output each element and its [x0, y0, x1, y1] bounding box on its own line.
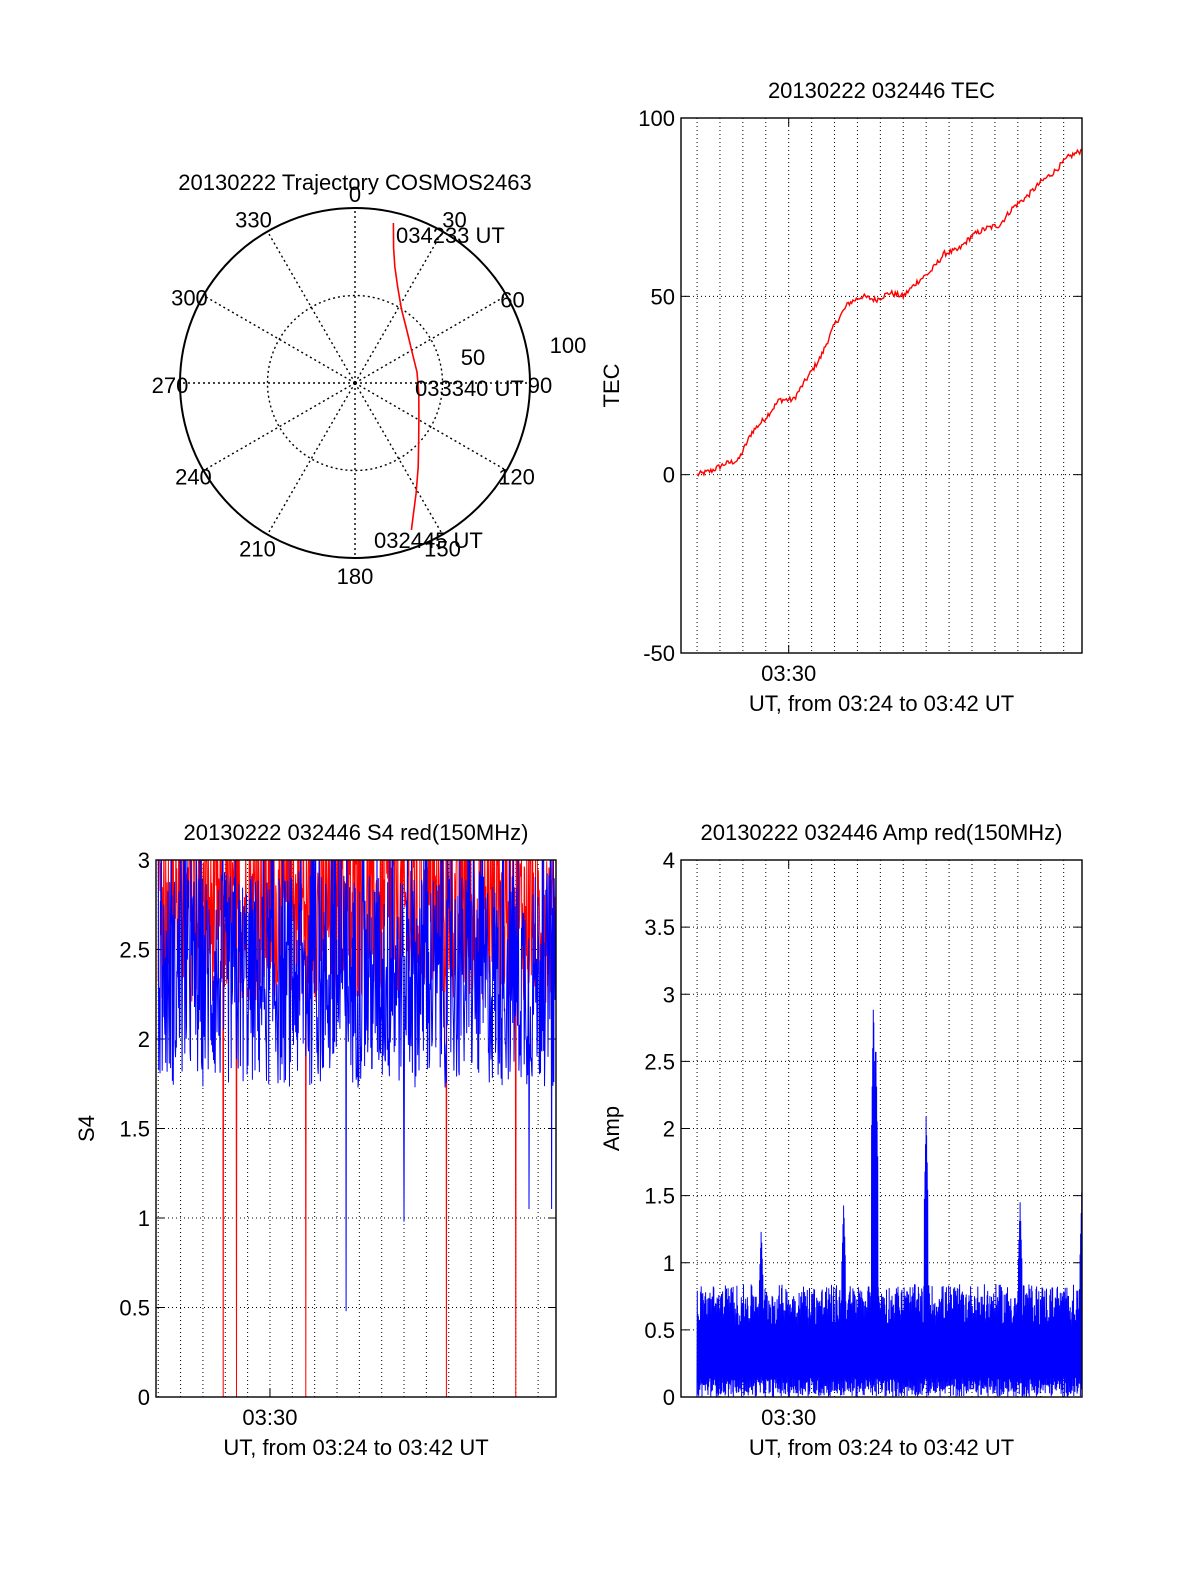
- y-tick-label: 4: [663, 848, 675, 873]
- polar-spoke: [203, 382, 356, 472]
- polar-spoke: [354, 294, 507, 384]
- azimuth-label: 330: [235, 207, 272, 232]
- radial-label-100: 100: [550, 333, 587, 358]
- y-tick-label: 2.5: [644, 1049, 675, 1074]
- trajectory-line: [392, 222, 420, 531]
- polar-spoke: [203, 294, 356, 384]
- chart-title: 20130222 032446 Amp red(150MHz): [700, 820, 1062, 845]
- y-tick-label: 3.5: [644, 915, 675, 940]
- s4-series-group: [157, 860, 556, 1397]
- y-tick-label: 0: [663, 1385, 675, 1410]
- plot-frame: [155, 859, 557, 1398]
- y-tick-label: 0.5: [644, 1318, 675, 1343]
- azimuth-label: 180: [337, 564, 374, 589]
- amp-panel: 20130222 032446 Amp red(150MHz) 0 0.5 1 1.5 2…: [599, 820, 1083, 1460]
- y-tick-label: 3: [663, 982, 675, 1007]
- polar-spoke: [266, 231, 356, 384]
- azimuth-label: 30: [442, 207, 466, 232]
- azimuth-label: 210: [239, 537, 276, 562]
- x-axis-label: UT, from 03:24 to 03:42 UT: [223, 1435, 488, 1460]
- azimuth-label: 90: [528, 373, 552, 398]
- x-tick-label: 03:30: [242, 1405, 297, 1430]
- azimuth-label: 60: [500, 288, 524, 313]
- y-tick-label: 1.5: [644, 1184, 675, 1209]
- y-tick-label: 50: [651, 284, 675, 309]
- y-tick-label: 1: [663, 1251, 675, 1276]
- y-tick-label: 3: [138, 848, 150, 873]
- s4-panel: 20130222 032446 S4 red(150MHz) 0 0.5 1 1.5 2 2…: [74, 820, 557, 1460]
- azimuth-label: 120: [498, 465, 535, 490]
- y-tick-label: 0.5: [119, 1296, 150, 1321]
- tec-panel: 20130222 032446 TEC -50 0 50 100 03:30 UT, fro…: [599, 78, 1083, 716]
- x-tick-label: 03:30: [761, 1405, 816, 1430]
- azimuth-label: 270: [152, 373, 189, 398]
- y-tick-label: 1: [138, 1206, 150, 1231]
- y-tick-label: 2: [663, 1117, 675, 1142]
- azimuth-label: 150: [424, 537, 461, 562]
- y-tick-label: 100: [638, 106, 675, 131]
- chart-title: 20130222 032446 S4 red(150MHz): [184, 820, 529, 845]
- trajectory-time-label: 034233 UT: [396, 223, 505, 248]
- polar-spoke: [266, 382, 356, 535]
- tec-series-line: [696, 148, 1083, 477]
- y-tick-label: -50: [643, 641, 675, 666]
- plot-frame: [680, 117, 1083, 654]
- chart-title: 20130222 032446 TEC: [768, 78, 995, 103]
- y-tick-label: 2: [138, 1027, 150, 1052]
- x-axis-label: UT, from 03:24 to 03:42 UT: [749, 691, 1014, 716]
- radial-label-50: 50: [461, 345, 485, 370]
- azimuth-label: 240: [175, 465, 212, 490]
- polar-spoke: [354, 231, 444, 384]
- polar-spoke: [354, 382, 507, 472]
- polar-ring-50: [266, 294, 444, 472]
- polar-title: 20130222 Trajectory COSMOS2463: [178, 170, 531, 195]
- trajectory-time-label: 032445 UT: [374, 528, 483, 553]
- azimuth-label: 300: [171, 286, 208, 311]
- y-tick-label: 2.5: [119, 938, 150, 963]
- y-axis-label: TEC: [599, 363, 624, 407]
- trajectory-time-label: 033340 UT: [415, 376, 524, 401]
- y-axis-label: Amp: [599, 1106, 624, 1151]
- polar-ring-100: [179, 207, 531, 559]
- y-tick-label: 0: [138, 1385, 150, 1410]
- y-tick-label: 1.5: [119, 1117, 150, 1142]
- x-axis-label: UT, from 03:24 to 03:42 UT: [749, 1435, 1014, 1460]
- x-tick-label: 03:30: [761, 661, 816, 686]
- amp-series-line: [696, 1009, 1083, 1398]
- plot-frame: [680, 859, 1083, 1398]
- y-tick-label: 0: [663, 463, 675, 488]
- s4-series-line-blue: [157, 860, 556, 1312]
- azimuth-label: 0: [349, 182, 361, 207]
- polar-spoke: [354, 382, 444, 535]
- y-axis-label: S4: [74, 1115, 99, 1142]
